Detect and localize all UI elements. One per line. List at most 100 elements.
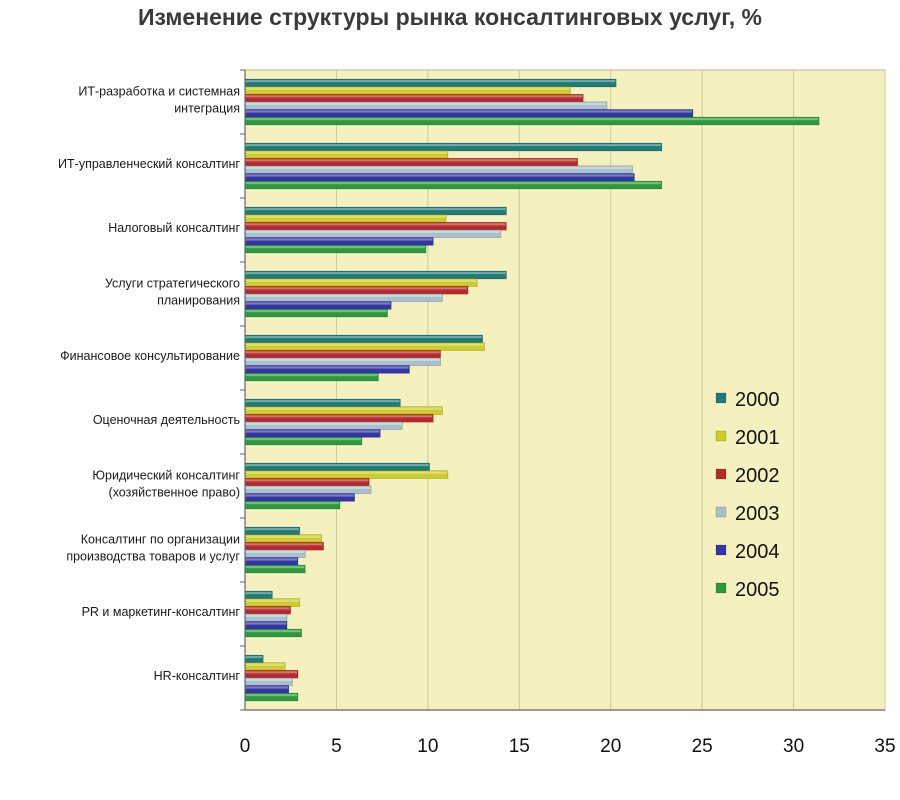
bar-highlight <box>245 686 288 689</box>
bar-highlight <box>245 144 661 147</box>
legend-swatch-2002 <box>715 468 727 480</box>
category-label: (хозяйственное право) <box>109 486 240 500</box>
category-label: Услуги стратегического <box>105 277 240 291</box>
bar-highlight <box>245 694 298 697</box>
x-axis-ticks: 0 5 10 15 20 25 30 35 <box>240 736 896 757</box>
y-axis-ticks <box>240 69 245 711</box>
category-label: ИТ-разработка и системная <box>78 85 240 99</box>
bar-highlight <box>245 80 616 83</box>
bar-highlight <box>245 302 391 305</box>
bar-highlight <box>245 663 285 666</box>
category-label: Консалтинг по организации <box>81 533 240 547</box>
bar-highlight <box>245 430 380 433</box>
bar-highlight <box>245 592 272 595</box>
bar-highlight <box>245 351 440 354</box>
bar-highlight <box>245 502 340 505</box>
bar-highlight <box>245 102 607 105</box>
category-label: HR-консалтинг <box>154 669 241 683</box>
category-label: Юридический консалтинг <box>92 469 240 483</box>
bar-highlight <box>245 110 692 113</box>
bar-highlight <box>245 174 634 177</box>
bar-highlight <box>245 294 442 297</box>
category-label: Оценочная деятельность <box>93 413 240 427</box>
bar-highlight <box>245 358 440 361</box>
x-tick-label: 25 <box>692 736 713 757</box>
bar-highlight <box>245 622 287 625</box>
bar-highlight <box>245 535 321 538</box>
x-tick-label: 0 <box>240 736 251 757</box>
legend: 2000 2001 2002 2003 2004 2005 <box>715 389 780 601</box>
category-label: Налоговый консалтинг <box>108 221 240 235</box>
category-label: планирования <box>157 294 240 308</box>
bar-highlight <box>245 151 447 154</box>
legend-swatch-2005 <box>715 582 727 594</box>
bar-highlight <box>245 614 287 617</box>
bar-highlight <box>245 558 298 561</box>
bar-highlight <box>245 671 298 674</box>
category-label: производства товаров и услуг <box>66 550 240 564</box>
bar-highlight <box>245 223 506 226</box>
legend-swatch-2003 <box>715 506 727 518</box>
bar-highlight <box>245 310 387 313</box>
bar-highlight <box>245 678 292 681</box>
bar-highlight <box>245 87 570 90</box>
category-label: ИТ-управленческий консалтинг <box>58 157 240 171</box>
bar-highlight <box>245 422 402 425</box>
legend-label-2004: 2004 <box>735 541 780 563</box>
bar-highlight <box>245 118 819 121</box>
bar-highlight <box>245 182 661 185</box>
category-labels: ИТ-разработка и системная интеграция ИТ-уп… <box>58 85 240 684</box>
bar-highlight <box>245 272 506 275</box>
bar-highlight <box>245 374 378 377</box>
bar-highlight <box>245 656 263 659</box>
bar-highlight <box>245 343 484 346</box>
bar-highlight <box>245 415 433 418</box>
x-tick-label: 30 <box>783 736 804 757</box>
bar-highlight <box>245 407 442 410</box>
legend-label-2002: 2002 <box>735 465 780 487</box>
bar-highlight <box>245 599 299 602</box>
bar-highlight <box>245 607 290 610</box>
legend-label-2000: 2000 <box>735 389 780 411</box>
category-label: Финансовое консультирование <box>60 349 240 363</box>
x-tick-label: 10 <box>417 736 438 757</box>
legend-swatch-2004 <box>715 544 727 556</box>
bar-highlight <box>245 238 433 241</box>
bar-highlight <box>245 215 446 218</box>
bar-highlight <box>245 230 500 233</box>
bar-highlight <box>245 543 323 546</box>
legend-swatch-2001 <box>715 430 727 442</box>
x-tick-label: 35 <box>874 736 895 757</box>
bar-highlight <box>245 486 371 489</box>
bar-highlight <box>245 550 305 553</box>
bar-highlight <box>245 438 362 441</box>
bar-highlight <box>245 479 369 482</box>
bar-highlight <box>245 336 482 339</box>
x-tick-label: 20 <box>600 736 621 757</box>
chart-title: Изменение структуры рынка консалтинговых… <box>138 4 762 30</box>
bar-highlight <box>245 566 305 569</box>
legend-label-2005: 2005 <box>735 579 780 601</box>
legend-label-2003: 2003 <box>735 503 780 525</box>
category-label: PR и маркетинг-консалтинг <box>82 605 241 619</box>
bar-highlight <box>245 464 429 467</box>
bar-highlight <box>245 95 583 98</box>
bar-highlight <box>245 366 409 369</box>
bar-highlight <box>245 287 468 290</box>
bar-highlight <box>245 400 400 403</box>
x-tick-label: 5 <box>331 736 342 757</box>
bar-highlight <box>245 246 426 249</box>
x-tick-label: 15 <box>509 736 530 757</box>
category-label: интеграция <box>174 102 240 116</box>
bar-highlight <box>245 528 299 531</box>
bar-highlight <box>245 494 354 497</box>
bar-highlight <box>245 159 577 162</box>
legend-swatch-2000 <box>715 392 727 404</box>
bar-highlight <box>245 471 447 474</box>
bar-highlight <box>245 279 477 282</box>
bar-highlight <box>245 166 632 169</box>
legend-label-2001: 2001 <box>735 427 780 449</box>
bar-highlight <box>245 630 301 633</box>
bar-highlight <box>245 208 506 211</box>
